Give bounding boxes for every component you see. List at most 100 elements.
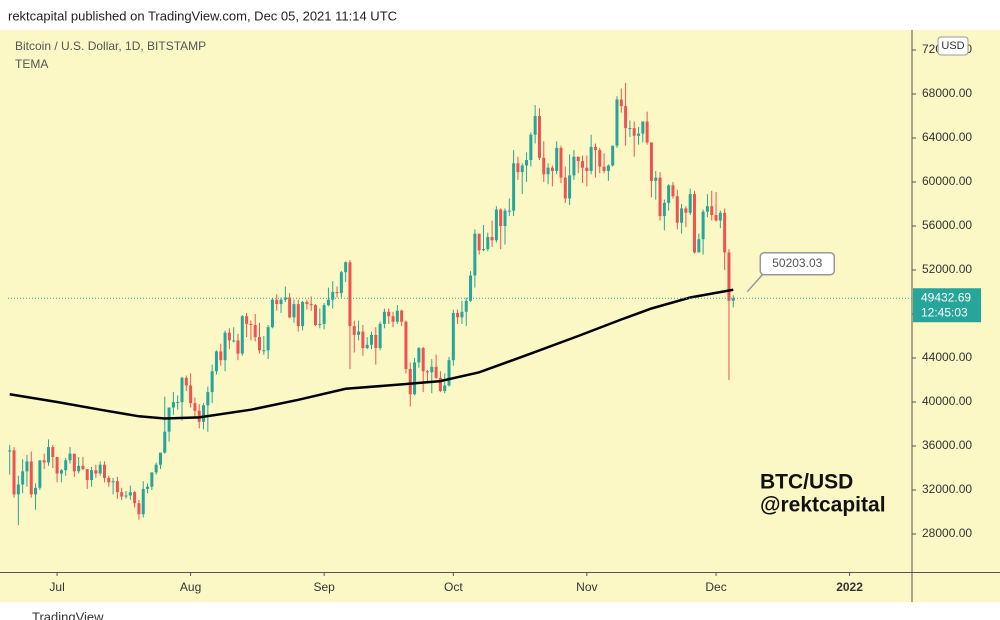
candle-body bbox=[688, 194, 692, 213]
candle-body bbox=[692, 194, 697, 253]
callout-value: 50203.03 bbox=[772, 256, 822, 270]
x-tick-label: Oct bbox=[444, 580, 463, 594]
candle-body bbox=[675, 196, 679, 223]
candle-body bbox=[361, 331, 365, 349]
candle-body bbox=[546, 167, 550, 175]
last-price-label: 49432.69 bbox=[921, 290, 971, 304]
candle-body bbox=[72, 453, 76, 472]
candle-body bbox=[292, 304, 296, 318]
candle-body bbox=[473, 233, 477, 276]
candle-body bbox=[727, 252, 731, 301]
candle-body bbox=[382, 311, 386, 324]
candle-body bbox=[374, 334, 378, 349]
candle-body bbox=[572, 156, 576, 176]
candle-body bbox=[430, 366, 434, 373]
candle-body bbox=[494, 209, 498, 241]
candle-body bbox=[637, 133, 641, 136]
chart-bg bbox=[0, 30, 1000, 602]
candle-body bbox=[434, 366, 438, 378]
y-tick-label: 40000.00 bbox=[922, 394, 972, 408]
candle-body bbox=[533, 115, 537, 135]
candle-body bbox=[253, 324, 257, 338]
candle-body bbox=[460, 311, 464, 318]
tema-line bbox=[9, 288, 734, 420]
candle-body bbox=[602, 166, 606, 171]
candle-body bbox=[111, 481, 115, 483]
candle-body bbox=[90, 470, 94, 481]
candle-body bbox=[352, 326, 356, 335]
candle-body bbox=[279, 299, 283, 305]
candle-body bbox=[684, 208, 688, 213]
candle-body bbox=[555, 147, 559, 171]
candle-body bbox=[309, 304, 313, 306]
candle-body bbox=[576, 156, 580, 162]
candle-body bbox=[451, 312, 455, 361]
candle-body bbox=[477, 233, 481, 251]
y-tick-label: 64000.00 bbox=[922, 130, 972, 144]
symbol-title: Bitcoin / U.S. Dollar, 1D, BITSTAMP bbox=[15, 39, 206, 53]
candle-body bbox=[128, 492, 132, 496]
candle-body bbox=[55, 456, 59, 474]
candle-body bbox=[365, 344, 369, 349]
x-tick-label: Nov bbox=[576, 580, 597, 594]
candle-body bbox=[680, 208, 684, 223]
candle-body bbox=[344, 262, 348, 273]
candle-body bbox=[723, 212, 727, 253]
candle-body bbox=[443, 385, 447, 391]
x-tick-label: Sep bbox=[313, 580, 335, 594]
x-tick-label: 2022 bbox=[836, 580, 863, 594]
candle-body bbox=[102, 464, 106, 478]
candle-body bbox=[313, 305, 318, 325]
callout-box bbox=[759, 252, 836, 276]
candle-body bbox=[206, 392, 210, 406]
candle-body bbox=[236, 340, 240, 354]
candle-body bbox=[563, 177, 567, 199]
watermark: @rektcapital bbox=[760, 494, 886, 517]
candle-body bbox=[486, 236, 490, 250]
candle-body bbox=[94, 470, 98, 474]
candle-body bbox=[387, 311, 391, 317]
candle-body bbox=[369, 334, 374, 345]
candle-body bbox=[585, 167, 589, 171]
candle-body bbox=[568, 175, 572, 199]
candle-body bbox=[146, 486, 150, 489]
candle-body bbox=[404, 321, 408, 369]
candle-body bbox=[163, 431, 167, 453]
candle-body bbox=[598, 150, 602, 167]
candle-body bbox=[520, 165, 524, 173]
candle-body bbox=[176, 401, 180, 403]
candle-body bbox=[593, 146, 597, 151]
candle-body bbox=[671, 185, 675, 197]
candle-body bbox=[705, 206, 709, 212]
candle-body bbox=[469, 275, 473, 301]
candle-body bbox=[408, 368, 412, 395]
candle-body bbox=[77, 465, 81, 472]
candle-body bbox=[512, 163, 516, 211]
candle-body bbox=[413, 362, 417, 395]
candle-body bbox=[529, 134, 533, 160]
y-tick-label: 68000.00 bbox=[922, 86, 972, 100]
candle-body bbox=[51, 447, 55, 457]
candle-body bbox=[29, 461, 33, 495]
candle-body bbox=[124, 495, 128, 497]
publish-line: rektcapital published on TradingView.com… bbox=[8, 8, 397, 23]
candle-body bbox=[240, 316, 244, 354]
candle-body bbox=[21, 471, 25, 485]
y-tick-label: 44000.00 bbox=[922, 350, 972, 364]
candle-body bbox=[154, 464, 158, 473]
candle-body bbox=[25, 461, 29, 472]
x-tick-label: Jul bbox=[49, 580, 64, 594]
candle-body bbox=[64, 460, 68, 471]
candle-body bbox=[8, 450, 12, 452]
callout-pointer bbox=[746, 273, 764, 293]
currency-label: USD bbox=[941, 40, 964, 52]
candle-body bbox=[232, 340, 236, 342]
candle-body bbox=[417, 348, 421, 363]
x-tick-label: Dec bbox=[705, 580, 726, 594]
candle-body bbox=[619, 99, 623, 107]
y-tick-label: 36000.00 bbox=[922, 438, 972, 452]
candle-body bbox=[718, 212, 722, 221]
candle-body bbox=[641, 121, 645, 134]
candle-body bbox=[258, 337, 262, 351]
